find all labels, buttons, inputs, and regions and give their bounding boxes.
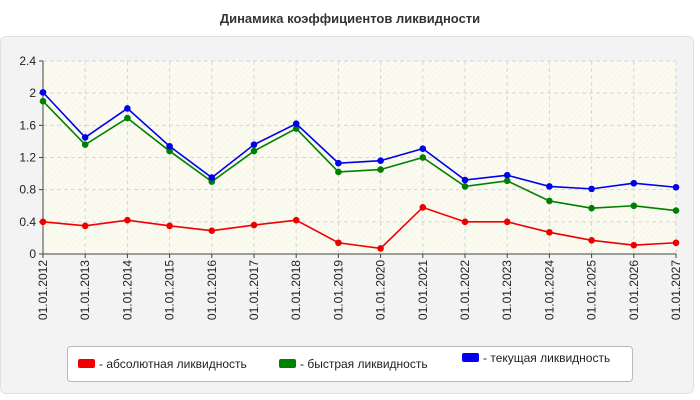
- legend-swatch: [279, 359, 296, 368]
- data-point-1: [630, 202, 638, 210]
- x-tick-label: 01.01.2022: [458, 260, 472, 320]
- x-tick-label: 01.01.2024: [542, 260, 556, 320]
- data-point-0: [672, 239, 680, 247]
- data-point-2: [503, 171, 511, 179]
- y-tick-label: 1.2: [19, 151, 36, 165]
- data-point-0: [461, 218, 469, 226]
- data-point-2: [166, 142, 173, 150]
- x-tick-label: 01.01.2015: [163, 260, 177, 320]
- legend-swatch: [78, 359, 95, 368]
- data-point-2: [124, 105, 131, 112]
- data-point-0: [39, 218, 47, 226]
- data-point-2: [588, 185, 595, 193]
- y-tick-label: 0.4: [19, 215, 36, 229]
- legend-label: - абсолютная ликвидность: [99, 357, 247, 371]
- data-point-2: [335, 159, 342, 167]
- series-line-0: [42, 206, 677, 250]
- y-tick-label: 1.6: [19, 118, 36, 132]
- y-tick-label: 0.8: [19, 183, 36, 197]
- data-point-1: [461, 183, 469, 190]
- data-point-1: [588, 204, 595, 212]
- y-tick-label: 0: [29, 247, 36, 261]
- x-tick-label: 01.01.2020: [374, 260, 388, 320]
- x-tick-label: 01.01.2013: [78, 260, 92, 320]
- y-tick-label: 2: [29, 86, 36, 100]
- data-point-0: [588, 237, 595, 244]
- data-point-1: [672, 207, 680, 214]
- x-tick-label: 01.01.2027: [669, 260, 683, 320]
- data-point-2: [546, 183, 553, 190]
- data-point-0: [503, 218, 511, 226]
- x-tick-label: 01.01.2012: [36, 260, 50, 320]
- data-point-1: [335, 168, 342, 176]
- data-point-2: [39, 89, 47, 96]
- x-tick-label: 01.01.2026: [627, 260, 641, 320]
- x-tick-label: 01.01.2016: [205, 260, 219, 320]
- x-tick-label: 01.01.2019: [331, 260, 345, 320]
- data-point-1: [419, 154, 427, 161]
- data-point-0: [292, 216, 300, 224]
- data-point-2: [292, 120, 300, 128]
- data-point-0: [166, 222, 173, 230]
- legend-swatch: [462, 353, 479, 362]
- data-point-2: [672, 183, 680, 191]
- data-point-0: [630, 241, 638, 249]
- data-point-0: [124, 216, 131, 224]
- data-point-0: [546, 228, 553, 236]
- data-point-2: [250, 141, 258, 148]
- data-point-0: [250, 221, 258, 229]
- data-point-2: [461, 176, 469, 184]
- legend: - абсолютная ликвидность - быстрая ликвид…: [67, 346, 633, 382]
- chart-title: Динамика коэффициентов ликвидности: [219, 11, 481, 26]
- data-point-1: [250, 147, 258, 155]
- legend-label: - быстрая ликвидность: [300, 357, 428, 371]
- data-point-1: [39, 97, 47, 105]
- data-point-1: [292, 125, 300, 132]
- x-tick-label: 01.01.2023: [500, 260, 514, 320]
- data-point-0: [335, 239, 342, 247]
- x-tick-label: 01.01.2021: [416, 260, 430, 320]
- data-point-1: [166, 147, 173, 155]
- data-point-0: [208, 227, 216, 234]
- y-tick-label: 2.4: [19, 54, 36, 68]
- legend-label: - текущая ликвидность: [483, 351, 611, 365]
- data-point-1: [81, 141, 89, 148]
- data-point-2: [208, 174, 216, 181]
- series-line-2: [42, 91, 677, 190]
- data-point-2: [630, 179, 638, 187]
- data-point-2: [81, 134, 89, 141]
- x-tick-label: 01.01.2014: [120, 260, 134, 320]
- data-point-0: [377, 245, 384, 252]
- x-tick-label: 01.01.2017: [247, 260, 261, 320]
- data-point-0: [81, 222, 89, 230]
- x-tick-label: 01.01.2025: [585, 260, 599, 320]
- data-point-0: [419, 204, 427, 211]
- data-point-1: [546, 197, 553, 205]
- data-point-2: [419, 145, 427, 152]
- data-point-1: [124, 114, 131, 122]
- x-tick-label: 01.01.2018: [289, 260, 303, 320]
- data-point-1: [377, 166, 384, 173]
- series-line-1: [42, 100, 677, 212]
- data-point-1: [503, 177, 511, 185]
- data-point-2: [377, 157, 384, 165]
